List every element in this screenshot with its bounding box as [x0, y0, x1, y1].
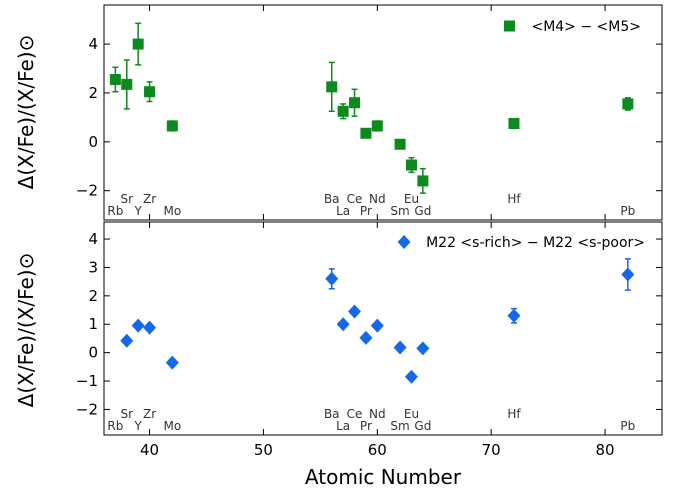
top-y-tick-label: 4	[88, 35, 98, 53]
bottom-legend-label: M22 <s-rich> − M22 <s-poor>	[426, 235, 645, 251]
top-data-point	[360, 127, 372, 139]
top-data-point	[109, 74, 121, 86]
bottom-data-point	[336, 317, 350, 332]
x-axis-label: Atomic Number	[305, 465, 462, 489]
top-y-tick-label: 2	[88, 84, 98, 102]
bottom-data-point	[507, 308, 521, 323]
bottom-x-tick-label: 80	[596, 441, 615, 459]
element-label-rb: Rb	[107, 419, 123, 433]
top-legend-marker	[503, 20, 515, 32]
element-label-y: Y	[133, 204, 142, 218]
bottom-data-point	[165, 355, 179, 370]
element-label-gd: Gd	[414, 204, 431, 218]
element-label-pb: Pb	[620, 204, 635, 218]
top-data-point	[337, 105, 349, 117]
bottom-x-tick-label: 70	[482, 441, 501, 459]
top-data-point	[371, 120, 383, 132]
element-label-hf: Hf	[507, 407, 521, 421]
bottom-data-point	[393, 340, 407, 355]
bottom-y-axis-label: Δ(X/Fe)/(X/Fe)⊙	[14, 253, 38, 408]
top-data-point	[132, 38, 144, 50]
bottom-x-tick-label: 50	[254, 441, 273, 459]
element-label-ce: Ce	[347, 192, 363, 206]
element-label-ce: Ce	[347, 407, 363, 421]
bottom-panel: −2 −1 0 1 2 3 4 40 50 60 70 80 Sr Zr Ba Ce Nd Eu Hf Rb Y Mo La…	[76, 221, 663, 459]
top-data-point	[144, 86, 156, 98]
bottom-data-point	[416, 341, 430, 356]
element-label-eu: Eu	[404, 407, 419, 421]
element-label-sm: Sm	[390, 419, 409, 433]
bottom-data-point	[370, 318, 384, 333]
bottom-data-point	[621, 267, 635, 282]
bottom-y-tick-label: 2	[88, 287, 98, 305]
bottom-data-point	[143, 320, 157, 335]
top-y-tick-label: 0	[88, 133, 98, 151]
top-plot-frame	[103, 4, 663, 221]
bottom-y-tick-label: 4	[88, 230, 98, 248]
top-data-point	[166, 120, 178, 132]
element-label-mo: Mo	[163, 204, 181, 218]
top-y-axis-label: Δ(X/Fe)/(X/Fe)⊙	[14, 35, 38, 190]
bottom-data-point	[325, 271, 339, 286]
top-data-point	[394, 138, 406, 150]
element-label-sm: Sm	[390, 204, 409, 218]
element-label-zr: Zr	[143, 192, 156, 206]
element-label-rb: Rb	[107, 204, 123, 218]
element-label-gd: Gd	[414, 419, 431, 433]
bottom-data-point	[131, 318, 145, 333]
element-label-ba: Ba	[324, 192, 340, 206]
bottom-y-tick-label: 0	[88, 344, 98, 362]
element-label-hf: Hf	[507, 192, 521, 206]
top-y-tick-label: −2	[76, 182, 98, 200]
element-label-eu: Eu	[404, 192, 419, 206]
bottom-data-point	[348, 304, 362, 319]
top-data-point	[121, 78, 133, 90]
element-label-mo: Mo	[163, 419, 181, 433]
bottom-x-tick-label: 60	[368, 441, 387, 459]
element-label-la: La	[336, 419, 350, 433]
bottom-y-tick-label: 1	[88, 315, 98, 333]
element-label-la: La	[336, 204, 350, 218]
top-data-point	[622, 98, 634, 110]
top-legend-label: <M4> − <M5>	[531, 19, 641, 35]
bottom-data-point	[120, 333, 134, 348]
bottom-data-point	[359, 330, 373, 345]
top-data-point	[349, 97, 361, 109]
bottom-y-tick-label: 3	[88, 258, 98, 276]
bottom-data-point	[404, 369, 418, 384]
element-label-sr: Sr	[120, 407, 133, 421]
element-label-pr: Pr	[360, 204, 372, 218]
bottom-x-tick-label: 40	[140, 441, 159, 459]
element-label-sr: Sr	[120, 192, 133, 206]
bottom-legend-marker	[397, 235, 411, 249]
top-data-point	[326, 81, 338, 93]
top-panel: −2 0 2 4 Sr Zr Ba Ce Nd Eu Hf Rb Y Mo La Pr Sm Gd Pb <M4> −…	[76, 4, 663, 221]
top-data-point	[405, 159, 417, 171]
bottom-y-tick-label: −1	[76, 372, 98, 390]
top-data-point	[417, 175, 429, 187]
element-label-ba: Ba	[324, 407, 340, 421]
top-data-point	[508, 117, 520, 129]
element-label-pb: Pb	[620, 419, 635, 433]
bottom-plot-frame	[103, 221, 663, 436]
bottom-y-tick-label: −2	[76, 400, 98, 418]
element-label-nd: Nd	[369, 192, 386, 206]
element-label-zr: Zr	[143, 407, 156, 421]
element-label-nd: Nd	[369, 407, 386, 421]
element-label-pr: Pr	[360, 419, 372, 433]
element-label-y: Y	[133, 419, 142, 433]
